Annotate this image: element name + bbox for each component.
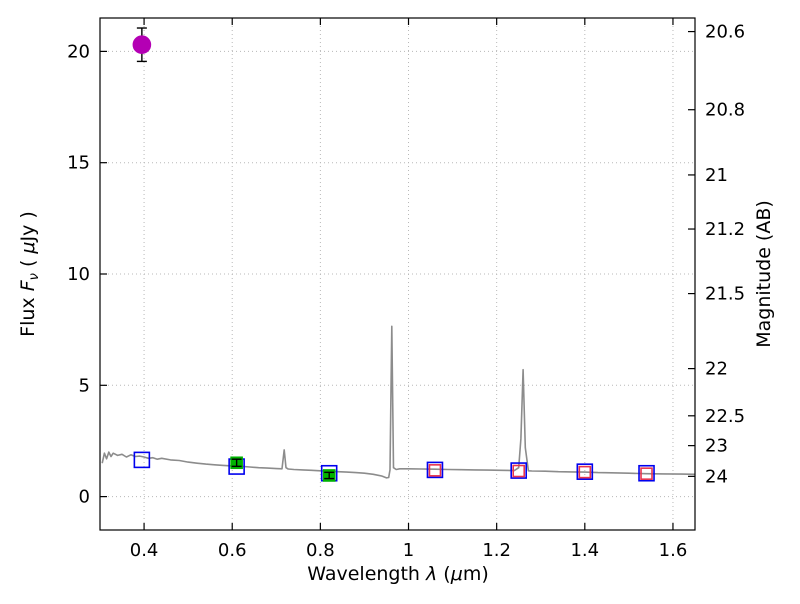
magnitude-tick-label: 22.5 [705, 406, 745, 427]
gridlines [100, 18, 695, 530]
y-tick-label: 20 [67, 41, 90, 62]
magnitude-tick-label: 20.8 [705, 100, 745, 121]
x-tick-label: 0.8 [306, 540, 335, 561]
blue-open-squares-marker [510, 462, 528, 479]
y-axis-label-left: Flux Fν ( μJy ) [17, 211, 42, 337]
y-tick-label: 10 [67, 264, 90, 285]
y-tick-label: 0 [79, 487, 90, 508]
x-tick-label: 0.6 [218, 540, 247, 561]
y-tick-label: 5 [79, 375, 90, 396]
data-points-group [132, 27, 655, 482]
x-tick-label: 1.2 [482, 540, 511, 561]
magnitude-tick-label: 23 [705, 436, 728, 457]
x-tick-label: 1.6 [659, 540, 688, 561]
x-tick-label: 1.4 [570, 540, 599, 561]
magnitude-tick-label: 22 [705, 359, 728, 380]
x-tick-label: 1 [403, 540, 414, 561]
y-tick-label: 15 [67, 153, 90, 174]
plot-frame [99, 17, 696, 531]
magnitude-tick-labels: 20.6 20.8 21 21.2 21.5 22 22.5 23 24 [705, 22, 745, 488]
magnitude-tick-label: 20.6 [705, 22, 745, 43]
magenta-filled-circle-marker [132, 35, 152, 55]
x-axis-label: Wavelength λ (μm) [307, 563, 488, 585]
red-open-squares-marker [428, 464, 442, 477]
y-axis-label-right: Magnitude (AB) [753, 200, 775, 348]
x-tick-labels: 0.4 0.6 0.8 1 1.2 1.4 1.6 [130, 540, 688, 561]
red-open-squares-marker [512, 464, 526, 478]
axes-frame [99, 17, 696, 531]
magnitude-tick-label: 24 [705, 466, 728, 487]
y-tick-labels: 0 5 10 15 20 [67, 41, 90, 507]
red-open-squares-marker [578, 465, 592, 479]
spectrum-line [101, 325, 696, 479]
blue-open-squares-marker [638, 464, 655, 482]
magnitude-tick-label: 21 [705, 165, 728, 186]
blue-open-squares-marker [426, 461, 444, 479]
x-tick-label: 0.4 [130, 540, 159, 561]
blue-open-squares-marker [133, 451, 151, 469]
spectrum-line-group [101, 325, 696, 479]
magnitude-tick-label: 21.2 [705, 219, 745, 240]
red-open-squares-marker [640, 467, 653, 480]
blue-open-squares-marker [576, 463, 594, 480]
tick-marks [100, 18, 695, 530]
magnitude-tick-label: 21.5 [705, 284, 745, 305]
